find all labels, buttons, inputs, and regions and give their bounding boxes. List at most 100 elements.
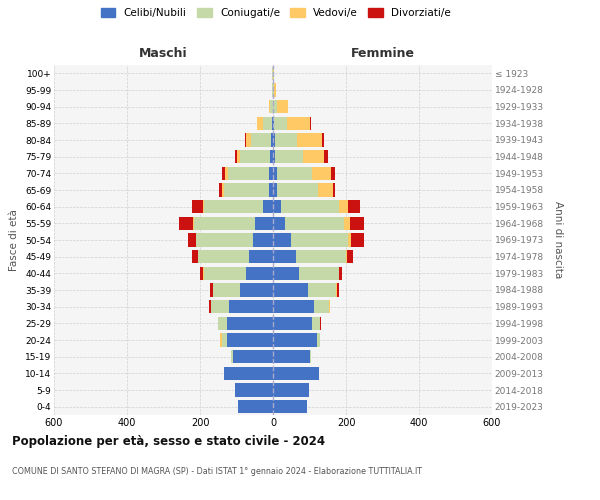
Bar [271,100,272,114]
Bar [191,200,203,213]
Bar [209,300,211,314]
Bar [317,334,320,346]
Bar [344,216,350,230]
Bar [253,234,273,246]
Bar [333,184,335,196]
Bar [348,234,351,246]
Bar [235,150,236,164]
Bar [313,316,320,330]
Bar [273,116,274,130]
Bar [224,184,269,196]
Bar [273,100,277,114]
Text: COMUNE DI SANTO STEFANO DI MAGRA (SP) - Dati ISTAT 1° gennaio 2024 - Elaborazion: COMUNE DI SANTO STEFANO DI MAGRA (SP) - … [12,468,422,476]
Bar [273,350,310,364]
Bar [179,216,193,230]
Bar [220,334,222,346]
Bar [320,316,321,330]
Bar [188,234,196,246]
Bar [273,150,275,164]
Bar [222,334,227,346]
Bar [346,250,347,264]
Bar [273,200,281,213]
Bar [236,150,240,164]
Bar [299,266,338,280]
Bar [273,134,275,146]
Bar [273,384,309,396]
Bar [233,350,273,364]
Bar [227,334,273,346]
Bar [256,216,273,230]
Bar [227,316,273,330]
Bar [273,84,274,96]
Text: Popolazione per età, sesso e stato civile - 2024: Popolazione per età, sesso e stato civil… [12,435,325,448]
Bar [273,400,307,413]
Bar [277,100,289,114]
Bar [310,350,311,364]
Text: Maschi: Maschi [139,47,188,60]
Bar [274,84,276,96]
Bar [218,316,227,330]
Bar [350,216,364,230]
Bar [337,284,340,296]
Bar [203,200,263,213]
Bar [331,166,335,180]
Bar [273,234,290,246]
Bar [257,116,263,130]
Bar [273,284,308,296]
Bar [218,184,222,196]
Bar [329,300,331,314]
Bar [281,200,338,213]
Bar [296,250,346,264]
Bar [310,116,311,130]
Bar [272,116,273,130]
Bar [273,184,277,196]
Bar [225,166,228,180]
Bar [245,134,251,146]
Bar [210,284,213,296]
Bar [193,216,194,230]
Bar [193,250,198,264]
Bar [263,200,273,213]
Bar [290,234,348,246]
Bar [317,184,333,196]
Bar [269,100,271,114]
Bar [273,250,296,264]
Bar [338,200,348,213]
Bar [270,150,273,164]
Bar [351,234,364,246]
Bar [322,134,325,146]
Bar [235,384,273,396]
Bar [271,134,273,146]
Bar [251,134,271,146]
Bar [273,266,299,280]
Bar [338,266,340,280]
Bar [194,216,256,230]
Bar [269,184,273,196]
Bar [277,166,313,180]
Bar [273,216,284,230]
Bar [269,166,273,180]
Bar [275,150,303,164]
Bar [229,300,273,314]
Bar [238,400,273,413]
Bar [287,116,310,130]
Bar [203,266,245,280]
Bar [273,316,313,330]
Bar [308,284,336,296]
Bar [347,250,353,264]
Bar [297,134,322,146]
Bar [222,184,224,196]
Bar [196,234,253,246]
Bar [240,284,273,296]
Bar [224,366,273,380]
Bar [245,266,273,280]
Bar [231,350,233,364]
Bar [240,150,270,164]
Bar [200,266,203,280]
Legend: Celibi/Nubili, Coniugati/e, Vedovi/e, Divorziati/e: Celibi/Nubili, Coniugati/e, Vedovi/e, Di… [101,8,451,18]
Bar [198,250,249,264]
Bar [277,184,317,196]
Bar [213,284,240,296]
Bar [275,134,297,146]
Bar [284,216,344,230]
